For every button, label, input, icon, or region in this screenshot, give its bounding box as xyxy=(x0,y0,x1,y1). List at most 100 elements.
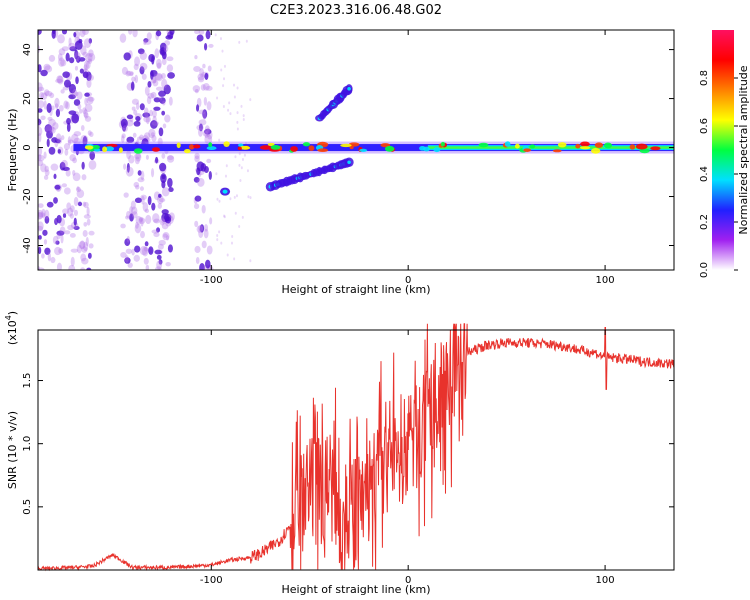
spectrogram-blob xyxy=(160,73,166,79)
spectrogram-blob xyxy=(158,239,166,246)
spectrogram-blob xyxy=(267,142,275,147)
spectrogram-blob xyxy=(125,215,130,220)
spectrogram-blob xyxy=(62,208,69,215)
spectrogram-blob xyxy=(40,115,46,121)
spectrogram-blob xyxy=(164,216,172,224)
snr-panel: -100 0 100 0.5 1.0 1.5 Height of straight li… xyxy=(4,311,675,596)
spectrogram-blob xyxy=(167,72,175,79)
spectrogram-blob xyxy=(147,81,152,88)
spectrogram-blob xyxy=(68,37,72,46)
spectrogram-blob xyxy=(205,30,211,40)
spectrogram-blob xyxy=(194,245,201,254)
spectrogram-blob xyxy=(69,57,75,64)
spectrogram-blob xyxy=(126,210,131,219)
spectrogram-blob xyxy=(196,104,200,112)
spectrogram-blob xyxy=(234,211,237,215)
spectrogram-blob xyxy=(151,202,156,211)
spectrogram-blob xyxy=(243,153,246,157)
snr-x-ticks: -100 0 100 xyxy=(200,330,615,586)
spectrogram-blob xyxy=(138,216,144,222)
spectrogram-blob xyxy=(161,223,169,230)
spectrogram-blob xyxy=(42,229,48,236)
spectrogram-blob xyxy=(188,144,195,150)
spectrogram-blob xyxy=(53,173,57,179)
spectrogram-blob xyxy=(249,196,252,200)
spectrogram-blob xyxy=(65,52,70,62)
spectrogram-blob xyxy=(199,68,205,78)
y-tick-label: 20 xyxy=(22,92,33,105)
spectrogram-blob xyxy=(230,241,233,245)
spectrogram-blob xyxy=(50,256,56,264)
spectrogram-blob xyxy=(233,195,236,199)
spectrogram-blob xyxy=(67,136,72,146)
spectrogram-blob xyxy=(219,37,222,41)
spectrogram-blob xyxy=(153,106,161,111)
spectrogram-blob xyxy=(236,111,239,115)
spectrogram-blob xyxy=(72,88,78,98)
spectrogram-blob xyxy=(46,201,54,208)
spectrogram-blob xyxy=(145,264,150,270)
spectrogram-blob xyxy=(238,143,244,147)
spectrogram-blob xyxy=(209,217,213,225)
spectrogram-blob xyxy=(57,149,61,154)
spectrogram-blob xyxy=(83,214,91,219)
spectrogram-blob xyxy=(76,186,80,191)
spectrogram-blob xyxy=(69,154,77,162)
spectrogram-blob xyxy=(150,132,155,137)
spectrogram-blob xyxy=(58,48,66,56)
spectrogram-blob xyxy=(197,177,205,187)
spectrogram-blob xyxy=(83,201,89,209)
spectrogram-blob xyxy=(167,244,173,253)
spectrogram-blob xyxy=(85,60,91,69)
spectrogram-blob xyxy=(161,78,168,89)
spectrogram-blob xyxy=(161,110,166,116)
spectrogram-blob xyxy=(125,166,134,177)
spectrogram-blob xyxy=(61,159,68,169)
spectrogram-blob xyxy=(59,161,66,171)
spectrogram-blob xyxy=(203,42,208,51)
spectrogram-blob xyxy=(44,125,53,134)
spectrogram-blob xyxy=(160,42,167,52)
spectrogram-blob xyxy=(62,71,70,79)
spectrogram-blob xyxy=(167,155,174,161)
spectrogram-blob xyxy=(302,142,311,147)
colorbar-tick-label: 0.8 xyxy=(699,70,710,86)
spectrogram-blob xyxy=(206,158,212,164)
spectrogram-blob xyxy=(77,201,83,207)
spectrogram-blob xyxy=(154,249,162,255)
spectrogram-blob xyxy=(82,201,87,207)
spectrogram-blob xyxy=(249,259,252,263)
spectrogram-blob xyxy=(121,135,125,143)
spectrogram-blob xyxy=(205,259,211,269)
y-tick-label: 0 xyxy=(22,144,33,150)
spectrogram-blob xyxy=(143,39,152,45)
spectrogram-blob xyxy=(523,148,532,152)
spectrogram-blob xyxy=(205,85,213,91)
spectrogram-blob xyxy=(143,257,149,265)
spectrogram-blob xyxy=(504,141,511,147)
spectrogram-blob xyxy=(433,147,441,153)
spectrogram-blob xyxy=(38,235,42,240)
spectrogram-blob xyxy=(134,245,141,253)
spectrogram-blob xyxy=(43,151,47,159)
spectrogram-blob xyxy=(131,211,138,219)
spectrogram-blob xyxy=(38,118,42,126)
spectrogram-blob xyxy=(201,204,206,214)
spectrogram-blob xyxy=(43,175,49,180)
spectrogram-blob xyxy=(155,86,164,91)
spectrogram-blob xyxy=(132,132,137,138)
y-tick-label: 1.0 xyxy=(22,436,33,452)
spectrogram-blob xyxy=(67,139,74,144)
spectrogram-blob xyxy=(80,134,89,145)
spectrogram-blob xyxy=(139,134,144,141)
spectrogram-blob xyxy=(240,166,243,170)
spectrogram-blob xyxy=(56,75,63,83)
spectrogram-blob xyxy=(226,253,229,257)
spectrogram-blob xyxy=(64,148,69,156)
spectrogram-blob xyxy=(159,162,167,172)
spectrogram-blob xyxy=(68,42,76,50)
spectrogram-blob xyxy=(81,161,85,170)
spectrogram-blob xyxy=(192,85,201,93)
spectrogram-blob xyxy=(38,132,42,143)
spectrogram-blob xyxy=(143,107,149,117)
